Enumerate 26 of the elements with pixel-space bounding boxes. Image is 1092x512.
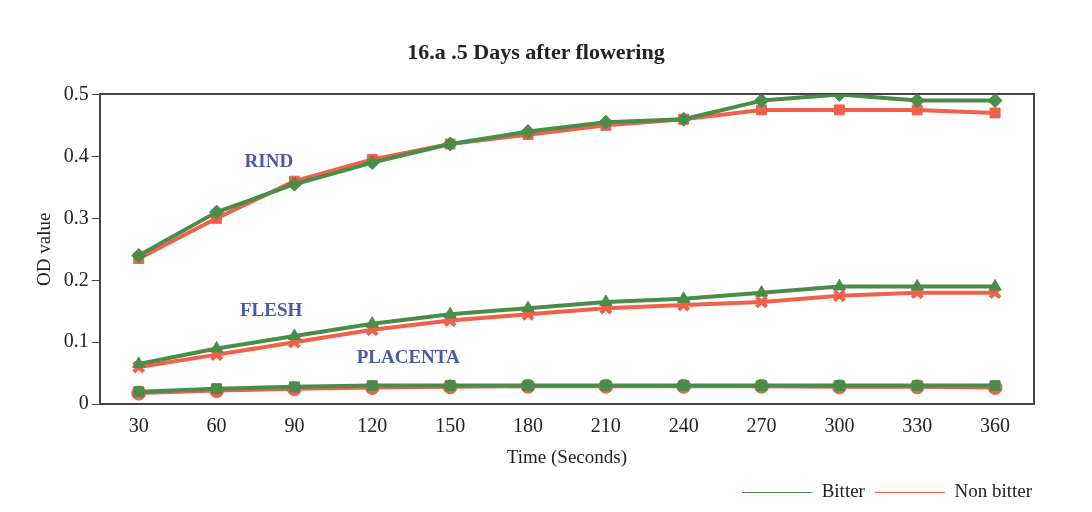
legend-label: Bitter	[821, 480, 866, 502]
annotation: RIND	[244, 150, 294, 172]
x-axis-title: Time (Seconds)	[506, 445, 627, 468]
y-tick-label: 0.1	[63, 329, 89, 352]
annotation: PLACENTA	[356, 345, 461, 367]
x-tick-label: 30	[128, 414, 149, 437]
y-tick-label: 0	[78, 391, 89, 414]
x-tick-label: 360	[980, 414, 1011, 437]
x-tick-label: 150	[435, 414, 466, 437]
x-tick-label: 90	[284, 414, 305, 437]
x-tick-label: 270	[746, 414, 777, 437]
x-tick-label: 330	[902, 414, 933, 437]
x-tick-label: 240	[668, 414, 699, 437]
x-tick-label: 120	[357, 414, 388, 437]
y-axis-title: OD value	[33, 212, 55, 286]
y-tick-label: 0.5	[63, 81, 89, 104]
chart-title: 16.a .5 Days after flowering	[407, 38, 665, 64]
x-tick-label: 300	[824, 414, 855, 437]
y-tick-label: 0.2	[63, 267, 89, 290]
x-tick-label: 180	[512, 414, 543, 437]
y-tick-label: 0.3	[63, 205, 89, 228]
y-tick-label: 0.4	[63, 143, 89, 166]
annotation: FLESH	[239, 299, 303, 321]
x-tick-label: 60	[206, 414, 227, 437]
x-tick-label: 210	[590, 414, 621, 437]
legend-label: Non bitter	[954, 480, 1033, 502]
